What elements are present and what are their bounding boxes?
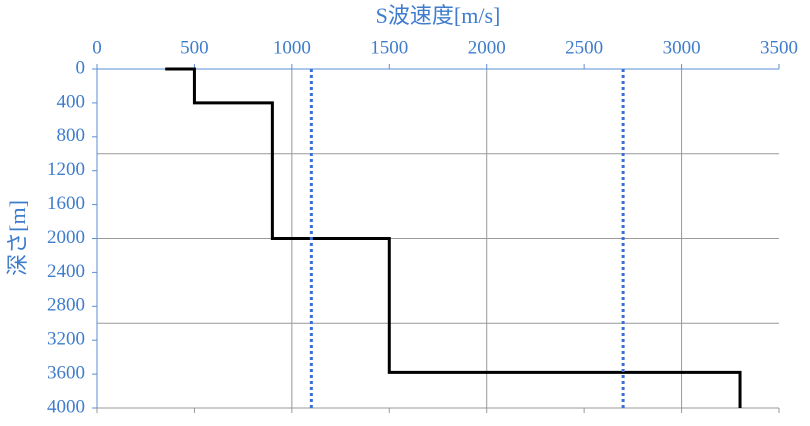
y-tick-label: 1200 <box>47 159 85 180</box>
x-tick-label: 2500 <box>565 37 603 58</box>
x-tick-label: 3000 <box>663 37 701 58</box>
x-tick-label: 1000 <box>273 37 311 58</box>
x-tick-label: 0 <box>92 37 102 58</box>
x-tick-label: 2000 <box>468 37 506 58</box>
chart-title: S波速度[m/s] <box>376 3 501 28</box>
x-tick-label: 500 <box>180 37 209 58</box>
y-tick-label: 3200 <box>47 329 85 350</box>
y-tick-label: 3600 <box>47 362 85 383</box>
y-tick-label: 800 <box>57 125 86 146</box>
x-tick-label: 3500 <box>760 37 798 58</box>
profile-line <box>165 67 742 408</box>
y-tick-label: 1600 <box>47 193 85 214</box>
y-tick-label: 4000 <box>47 396 85 417</box>
y-tick-label: 2800 <box>47 295 85 316</box>
x-tick-label: 1500 <box>370 37 408 58</box>
y-tick-label: 0 <box>76 57 86 78</box>
y-tick-label: 2400 <box>47 261 85 282</box>
y-tick-label: 2000 <box>47 227 85 248</box>
y-axis-label: 深さ[m] <box>5 200 30 276</box>
y-tick-label: 400 <box>57 91 86 112</box>
